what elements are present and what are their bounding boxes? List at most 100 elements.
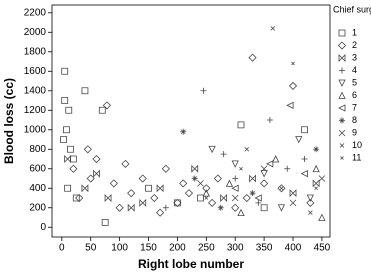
point: [72, 194, 80, 202]
point: [67, 145, 74, 153]
point: [179, 179, 188, 188]
x-tick-label: 350: [256, 243, 273, 254]
point: [266, 117, 273, 124]
point: [286, 101, 294, 110]
point: [237, 208, 245, 217]
legend-label: 9: [352, 127, 357, 137]
point: [81, 184, 89, 193]
point: [217, 204, 224, 211]
y-axis-title: Blood loss (cc): [2, 78, 16, 164]
point: [249, 174, 256, 183]
point: [93, 169, 100, 178]
point: [313, 146, 320, 153]
legend-label: 7: [352, 102, 357, 112]
point: [98, 106, 106, 114]
legend-marker: [338, 54, 346, 62]
point: [200, 87, 207, 94]
point: [156, 208, 165, 217]
point: [174, 199, 181, 207]
y-tick-label: 200: [29, 202, 46, 213]
legend-label: 4: [352, 65, 357, 75]
point: [270, 26, 276, 31]
point: [314, 186, 318, 191]
point: [161, 164, 170, 173]
point: [318, 213, 326, 221]
legend-marker: [340, 156, 344, 160]
point: [208, 198, 217, 207]
point: [289, 189, 297, 198]
point: [162, 204, 169, 211]
y-tick-label: 600: [29, 163, 46, 174]
legend-marker: [338, 79, 346, 87]
x-tick-label: 0: [59, 243, 65, 254]
y-tick-label: 1000: [24, 124, 47, 135]
legend-marker: [338, 29, 346, 37]
point: [145, 184, 152, 192]
point: [64, 155, 72, 163]
legend-label: 10: [352, 140, 362, 150]
x-tick-label: 50: [85, 243, 97, 254]
point: [102, 101, 111, 110]
legend-label: 3: [352, 52, 357, 62]
legend-label: 6: [352, 90, 357, 100]
legend-title: Chief surgeon: [333, 4, 371, 14]
point: [191, 164, 199, 173]
point: [244, 146, 250, 152]
point: [202, 184, 211, 193]
point: [220, 194, 228, 202]
point: [150, 193, 159, 203]
point: [63, 126, 70, 134]
plot-frame: [51, 4, 331, 238]
legend-label: 5: [352, 77, 357, 87]
point: [220, 151, 227, 158]
point: [260, 204, 268, 212]
point: [191, 175, 198, 182]
point: [277, 184, 286, 193]
point: [237, 121, 245, 129]
point: [121, 159, 130, 168]
point: [92, 154, 101, 164]
point: [115, 203, 124, 212]
point: [83, 145, 92, 154]
x-tick-label: 400: [285, 243, 302, 254]
y-tick-label: 2200: [24, 7, 47, 18]
point: [260, 179, 269, 188]
point: [288, 81, 298, 90]
point: [65, 106, 73, 114]
point: [69, 164, 78, 173]
point: [173, 198, 182, 207]
point: [272, 155, 280, 163]
y-tick-label: 400: [29, 183, 46, 194]
point: [138, 174, 147, 183]
point: [156, 184, 164, 193]
point: [64, 184, 72, 192]
legend-marker: [339, 67, 345, 74]
point: [225, 179, 234, 187]
point: [291, 61, 295, 66]
legend-marker: [339, 143, 345, 148]
point: [202, 189, 210, 197]
point: [301, 156, 308, 163]
point: [289, 199, 297, 207]
point: [284, 165, 291, 172]
x-tick-label: 150: [140, 243, 157, 254]
point: [260, 170, 268, 178]
x-tick-label: 300: [227, 243, 244, 254]
legend-marker: [337, 41, 347, 50]
point: [213, 174, 222, 183]
point: [60, 136, 67, 143]
y-tick-label: 1400: [24, 85, 47, 96]
point: [231, 203, 240, 212]
point: [197, 194, 204, 202]
y-tick-label: 800: [29, 144, 46, 155]
point: [306, 194, 314, 202]
y-tick-label: 0: [40, 222, 46, 233]
point: [69, 155, 77, 163]
y-tick-label: 2000: [24, 27, 47, 38]
point: [127, 189, 136, 198]
point: [301, 126, 308, 134]
legend-label: 2: [352, 40, 357, 50]
point: [265, 160, 274, 168]
point: [109, 179, 118, 188]
